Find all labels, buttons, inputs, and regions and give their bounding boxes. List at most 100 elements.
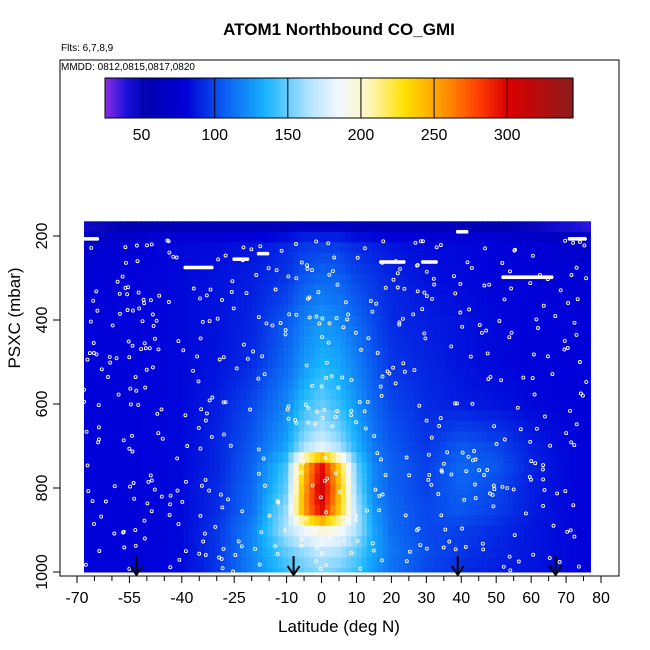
heatmap-cell	[424, 231, 431, 243]
heatmap-cell	[345, 494, 352, 506]
heatmap-cell	[188, 231, 195, 243]
heatmap-cell	[450, 494, 457, 506]
track-point	[209, 434, 214, 439]
heatmap-cell	[120, 357, 127, 369]
heatmap-cell	[351, 263, 357, 275]
heatmap-cell	[152, 410, 158, 422]
heatmap-cell	[587, 336, 592, 348]
heatmap-cell	[408, 336, 415, 348]
heatmap-cell	[173, 525, 179, 537]
heatmap-cell	[230, 504, 237, 516]
track-point	[299, 260, 304, 265]
heatmap-cell	[361, 546, 368, 558]
x-tick-label: -10	[275, 590, 298, 607]
heatmap-cell	[283, 420, 289, 432]
heatmap-cell	[555, 546, 562, 558]
heatmap-cell	[377, 231, 384, 243]
heatmap-cell	[445, 347, 452, 359]
heatmap-cell	[361, 473, 368, 485]
heatmap-cell	[408, 326, 415, 338]
heatmap-cell	[419, 420, 426, 432]
heatmap-cell	[581, 494, 588, 506]
heatmap-cell	[314, 536, 321, 548]
heatmap-cell	[435, 557, 441, 569]
heatmap-cell	[550, 315, 557, 327]
heatmap-cell	[403, 483, 410, 495]
heatmap-cell	[492, 347, 499, 359]
track-point	[324, 563, 328, 568]
heatmap-cell	[183, 273, 190, 285]
heatmap-cell	[131, 336, 137, 348]
track-point	[136, 290, 141, 295]
heatmap-cell	[125, 431, 132, 443]
heatmap-cell	[225, 284, 232, 296]
heatmap-cell	[335, 294, 342, 306]
heatmap-cell	[450, 420, 457, 432]
chart-title: ATOM1 Northbound CO_GMI	[223, 20, 455, 39]
heatmap-cell	[429, 263, 436, 275]
heatmap-cell	[372, 252, 378, 264]
heatmap-cell	[183, 378, 190, 390]
heatmap-cell	[277, 441, 284, 453]
heatmap-cell	[435, 441, 441, 453]
colorbar-cell	[280, 78, 285, 118]
heatmap-cell	[204, 252, 211, 264]
heatmap-cell	[456, 273, 462, 285]
heatmap-cell	[330, 473, 337, 485]
colorbar-cell	[482, 78, 486, 118]
heatmap-cell	[325, 494, 331, 506]
heatmap-cell	[435, 252, 441, 264]
heatmap-cell	[440, 336, 447, 348]
heatmap-cell	[335, 473, 342, 485]
heatmap-cell	[456, 557, 462, 569]
heatmap-cell	[262, 557, 268, 569]
heatmap-cell	[256, 483, 263, 495]
heatmap-cell	[220, 410, 226, 422]
heatmap-cell	[89, 525, 95, 537]
heatmap-cell	[403, 441, 410, 453]
heatmap-cell	[335, 347, 342, 359]
heatmap-cell	[99, 462, 106, 474]
heatmap-cell	[162, 420, 169, 432]
heatmap-cell	[466, 221, 473, 233]
heatmap-cell	[476, 494, 483, 506]
heatmap-cell	[104, 441, 111, 453]
heatmap-cell	[309, 515, 316, 527]
heatmap-cell	[419, 389, 426, 401]
heatmap-cell	[340, 452, 347, 464]
heatmap-cell	[414, 305, 420, 317]
heatmap-cell	[456, 231, 462, 243]
heatmap-cell	[199, 473, 206, 485]
heatmap-cell	[110, 336, 116, 348]
heatmap-cell	[125, 420, 132, 432]
heatmap-cell	[94, 378, 101, 390]
heatmap-cell	[440, 326, 447, 338]
heatmap-cell	[209, 252, 216, 264]
heatmap-cell	[529, 242, 536, 254]
heatmap-cell	[267, 252, 274, 264]
heatmap-cell	[104, 567, 111, 573]
heatmap-cell	[178, 546, 185, 558]
track-point	[508, 568, 513, 573]
heatmap-cell	[345, 483, 352, 495]
heatmap-cell	[461, 399, 468, 411]
heatmap-cell	[262, 410, 268, 422]
heatmap-cell	[262, 221, 268, 233]
heatmap-cell	[550, 420, 557, 432]
heatmap-cell	[283, 399, 289, 411]
heatmap-cell	[141, 410, 148, 422]
heatmap-cell	[83, 378, 90, 390]
heatmap-cell	[403, 567, 410, 573]
heatmap-cell	[398, 357, 405, 369]
heatmap-cell	[304, 431, 310, 443]
heatmap-cell	[178, 263, 185, 275]
heatmap-cell	[419, 504, 426, 516]
heatmap-cell	[152, 494, 158, 506]
heatmap-cell	[471, 420, 478, 432]
track-point	[373, 487, 378, 492]
colorbar-cell	[491, 78, 495, 118]
heatmap-cell	[204, 242, 211, 254]
heatmap-cell	[335, 399, 342, 411]
heatmap-cell	[188, 546, 195, 558]
heatmap-cell	[94, 567, 101, 573]
